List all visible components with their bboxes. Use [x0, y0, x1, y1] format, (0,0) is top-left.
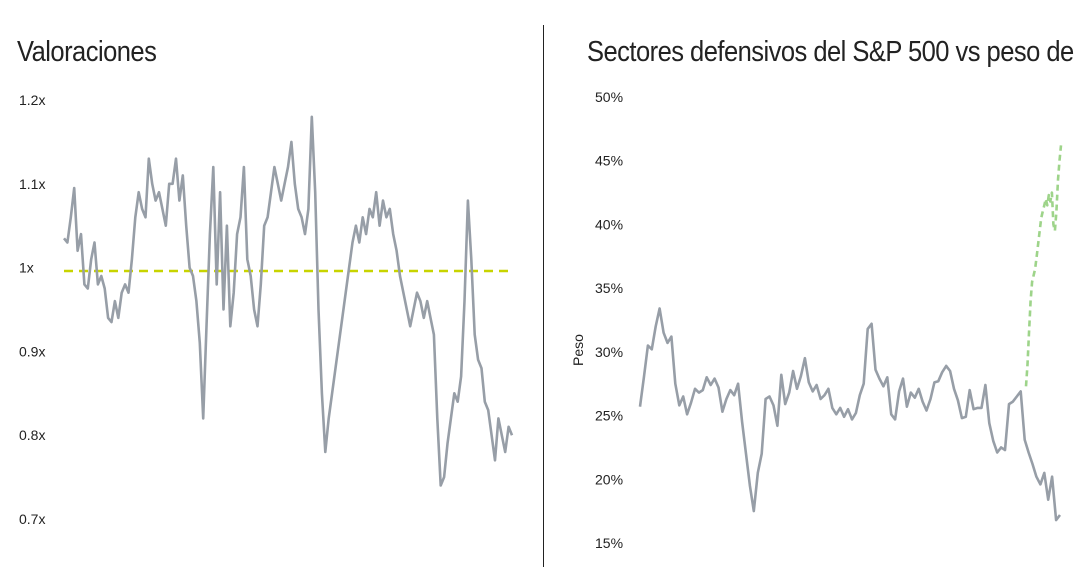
left-chart-title: Valoraciones [17, 36, 157, 68]
y-tick-label: 15% [595, 535, 623, 551]
y-tick-label: 20% [595, 471, 623, 487]
y-tick-label: 0.8x [19, 427, 45, 443]
defensive-sectors-chart: 50% 45% 40% 35% 30% 25% 20% 15% Peso [570, 89, 1063, 551]
y-tick-label: 1.1x [19, 176, 45, 192]
defensive-sectors-line [638, 307, 1062, 522]
y-tick-label: 0.9x [19, 343, 45, 359]
y-tick-label: 40% [595, 216, 623, 232]
y-tick-label: 0.7x [19, 511, 45, 527]
y-tick-label: 25% [595, 408, 623, 424]
y-tick-label: 35% [595, 280, 623, 296]
y-tick-label: 45% [595, 153, 623, 169]
y-axis-label: Peso [570, 334, 586, 366]
y-tick-label: 1.2x [19, 92, 45, 108]
valuations-chart: 1.2x 1.1x 1x 0.9x 0.8x 0.7x [19, 92, 514, 527]
chart-divider [543, 25, 544, 567]
valuation-line [62, 115, 514, 487]
y-tick-label: 50% [595, 89, 623, 105]
y-tick-label: 30% [595, 344, 623, 360]
right-chart-title: Sectores defensivos del S&P 500 vs peso … [587, 36, 1080, 68]
ai-weight-line [1024, 145, 1063, 387]
y-tick-label: 1x [19, 260, 34, 276]
